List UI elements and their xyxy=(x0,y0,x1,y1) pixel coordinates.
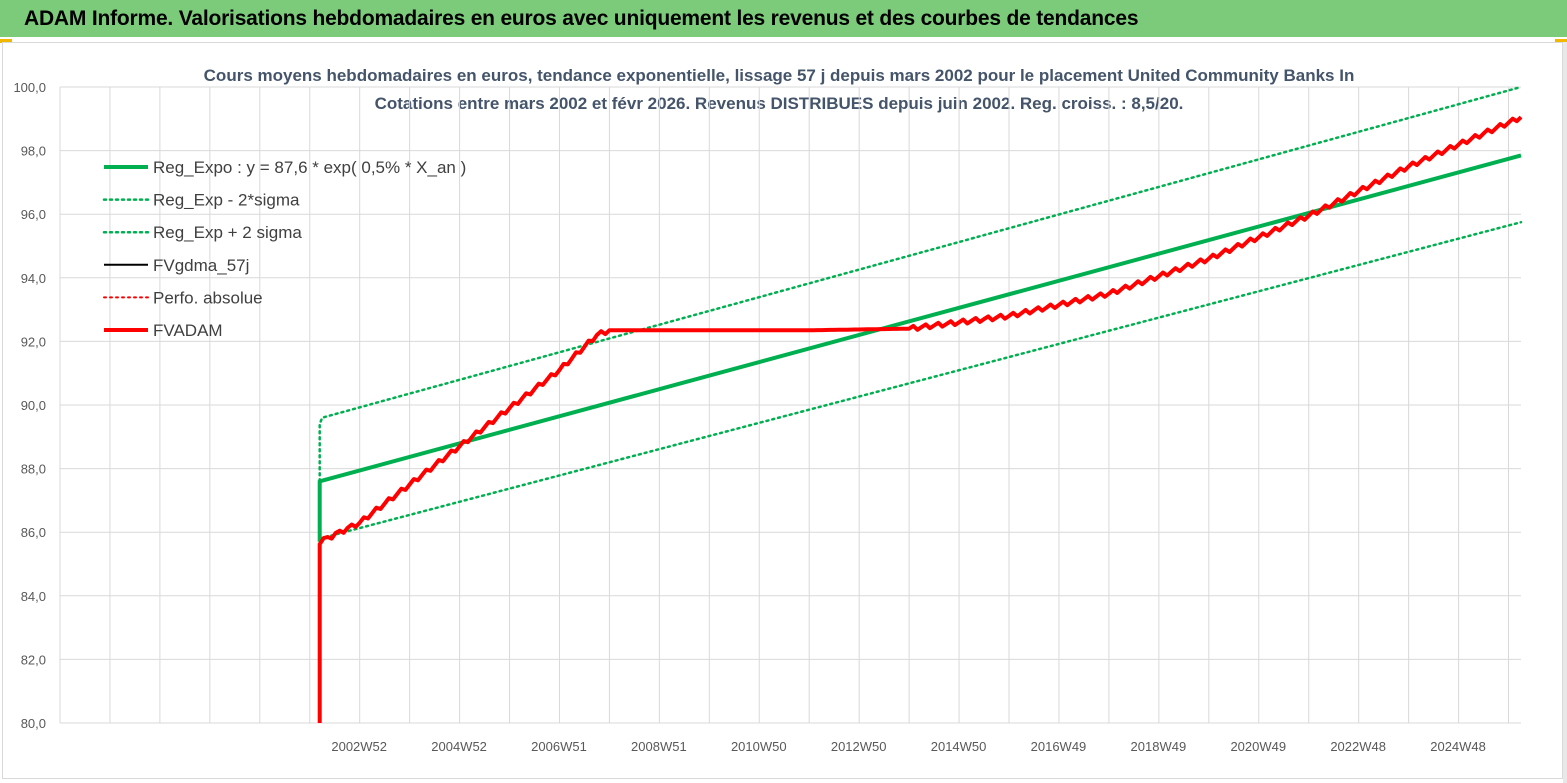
corner-mark-right xyxy=(1555,39,1567,43)
x-tick-label: 2016W49 xyxy=(1031,739,1087,754)
y-tick-label: 94,0 xyxy=(21,271,46,286)
series-line xyxy=(318,116,1522,546)
x-tick-label: 2018W49 xyxy=(1131,739,1187,754)
header-banner: ADAM Informe. Valorisations hebdomadaire… xyxy=(0,0,1567,39)
x-tick-label: 2022W48 xyxy=(1330,739,1386,754)
y-tick-label: 88,0 xyxy=(21,462,46,477)
y-tick-label: 90,0 xyxy=(21,398,46,413)
chart-title-line-1: Cours moyens hebdomadaires en euros, ten… xyxy=(204,66,1355,85)
chart-frame xyxy=(2,42,1563,779)
series-line xyxy=(318,116,1522,545)
y-tick-label: 84,0 xyxy=(21,589,46,604)
chart-title-line-2: Cotations entre mars 2002 et févr 2026. … xyxy=(375,94,1184,113)
legend-label: FVADAM xyxy=(153,321,223,340)
y-tick-label: 92,0 xyxy=(21,334,46,349)
legend-label: Reg_Exp + 2 sigma xyxy=(153,223,302,242)
y-tick-label: 86,0 xyxy=(21,525,46,540)
legend-label: Perfo. absolue xyxy=(153,288,263,307)
x-tick-label: 2014W50 xyxy=(931,739,987,754)
series-line xyxy=(317,153,1522,542)
x-tick-label: 2010W50 xyxy=(731,739,787,754)
y-tick-label: 80,0 xyxy=(21,716,46,731)
x-tick-label: 2004W52 xyxy=(431,739,487,754)
y-tick-label: 100,0 xyxy=(13,80,46,95)
legend-label: Reg_Exp - 2*sigma xyxy=(153,191,300,210)
series-line xyxy=(318,220,1523,540)
legend-label: Reg_Expo : y = 87,6 * exp( 0,5% * X_an ) xyxy=(153,158,466,177)
right-edge xyxy=(1563,42,1567,783)
y-tick-label: 96,0 xyxy=(21,207,46,222)
x-tick-label: 2008W51 xyxy=(631,739,687,754)
page-title: ADAM Informe. Valorisations hebdomadaire… xyxy=(24,7,1139,30)
y-tick-label: 82,0 xyxy=(21,652,46,667)
corner-mark-left xyxy=(0,39,12,43)
y-tick-label: 98,0 xyxy=(21,144,46,159)
x-tick-label: 2020W49 xyxy=(1230,739,1286,754)
legend-label: FVgdma_57j xyxy=(153,256,249,275)
series-line xyxy=(317,115,1523,723)
x-tick-label: 2024W48 xyxy=(1430,739,1486,754)
x-tick-label: 2012W50 xyxy=(831,739,887,754)
x-tick-label: 2006W51 xyxy=(531,739,587,754)
x-tick-label: 2002W52 xyxy=(331,739,387,754)
series-line xyxy=(318,85,1523,483)
